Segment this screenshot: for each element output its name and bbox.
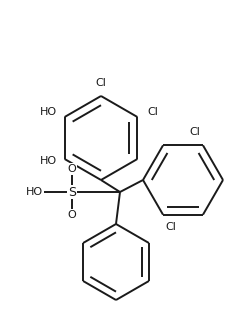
Text: HO: HO: [25, 187, 42, 197]
Text: Cl: Cl: [166, 222, 176, 232]
Text: S: S: [68, 186, 76, 198]
Text: HO: HO: [40, 107, 57, 117]
Text: Cl: Cl: [190, 127, 200, 137]
Text: HO: HO: [40, 156, 57, 166]
Text: O: O: [68, 164, 76, 174]
Text: Cl: Cl: [147, 107, 158, 117]
Text: Cl: Cl: [96, 78, 106, 88]
Text: O: O: [68, 210, 76, 220]
